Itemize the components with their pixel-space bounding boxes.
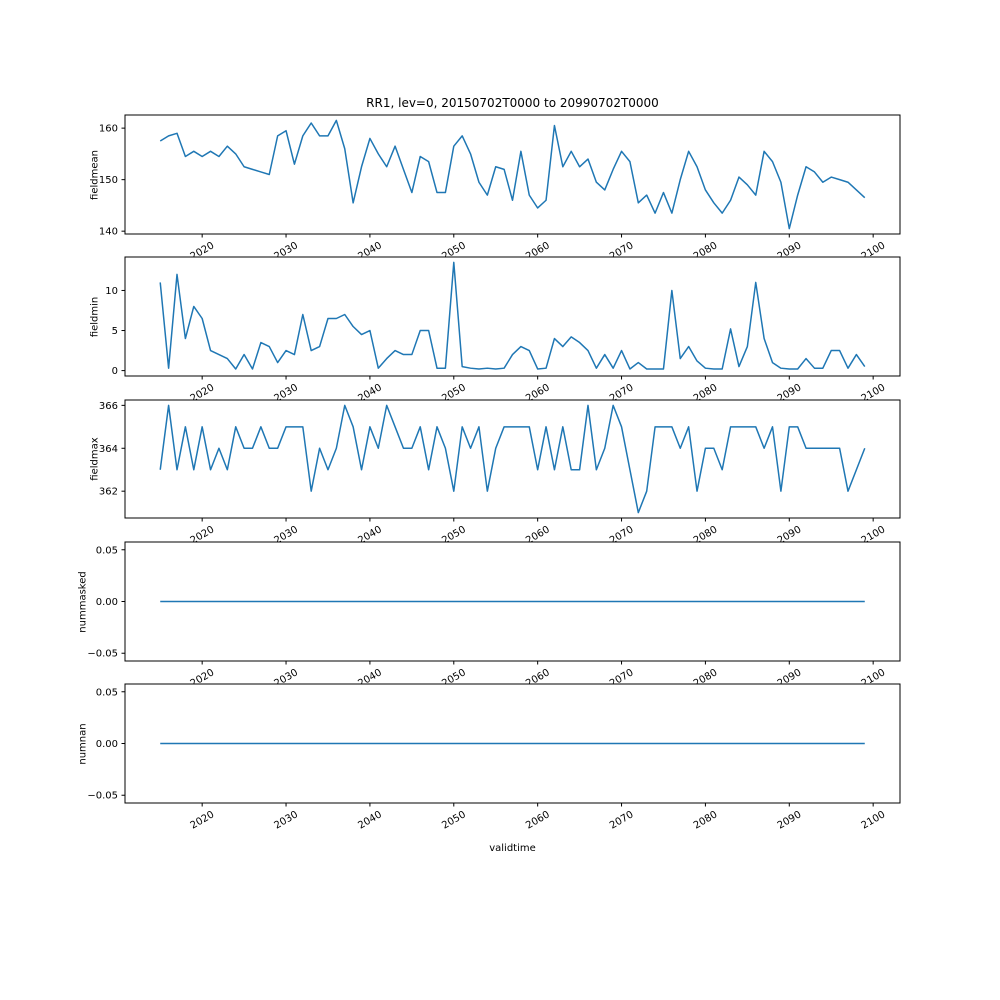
x-axis-label: validtime: [489, 843, 536, 854]
x-tick-label: 2050: [440, 809, 468, 831]
y-tick-label: −0.05: [87, 649, 118, 660]
x-tick-label: 2080: [692, 809, 720, 831]
y-tick-label: 0: [112, 366, 118, 377]
axes-background: [125, 400, 900, 518]
y-tick-label: 0.00: [96, 597, 118, 608]
x-tick-label: 2040: [356, 809, 384, 831]
subplot-frame: [124, 256, 901, 377]
data-line: [159, 261, 866, 370]
data-line: [159, 119, 866, 230]
y-tick-label: 0.05: [96, 687, 118, 698]
y-tick-label: 364: [99, 444, 118, 455]
y-tick-label: 362: [99, 487, 118, 498]
y-tick-label: −0.05: [87, 791, 118, 802]
x-tick-label: 2070: [608, 809, 636, 831]
y-tick-label: 140: [99, 227, 118, 238]
y-tick-label: 150: [99, 175, 118, 186]
subplot-frame: [124, 399, 901, 519]
chart-title: RR1, lev=0, 20150702T0000 to 20990702T00…: [366, 96, 659, 110]
y-tick-label: 10: [105, 286, 118, 297]
y-tick-label: 0.00: [96, 739, 118, 750]
subplot-frame: [124, 114, 901, 235]
data-line: [159, 404, 866, 514]
x-tick-label: 2060: [524, 809, 552, 831]
y-tick-label: 5: [112, 326, 118, 337]
y-tick-label: 0.05: [96, 545, 118, 556]
y-tick-label: 366: [99, 401, 118, 412]
x-tick-label: 2030: [272, 809, 300, 831]
x-tick-label: 2020: [189, 809, 217, 831]
x-tick-label: 2100: [860, 809, 888, 831]
axes-background: [125, 115, 900, 234]
x-tick-label: 2090: [776, 809, 804, 831]
y-tick-label: 160: [99, 124, 118, 135]
